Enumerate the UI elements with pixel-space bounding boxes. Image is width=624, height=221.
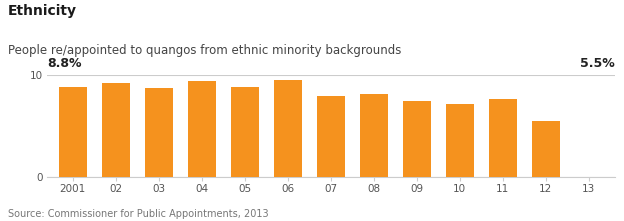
Text: Source: Commissioner for Public Appointments, 2013: Source: Commissioner for Public Appointm… bbox=[8, 209, 269, 219]
Text: Ethnicity: Ethnicity bbox=[8, 4, 77, 18]
Text: People re/appointed to quangos from ethnic minority backgrounds: People re/appointed to quangos from ethn… bbox=[8, 44, 401, 57]
Bar bbox=[402, 101, 431, 177]
Bar bbox=[59, 87, 87, 177]
Bar bbox=[446, 104, 474, 177]
Bar bbox=[360, 94, 388, 177]
Bar bbox=[188, 81, 216, 177]
Text: 5.5%: 5.5% bbox=[580, 57, 615, 70]
Bar bbox=[102, 83, 130, 177]
Bar bbox=[489, 99, 517, 177]
Text: 8.8%: 8.8% bbox=[47, 57, 81, 70]
Bar bbox=[274, 80, 301, 177]
Bar bbox=[532, 121, 560, 177]
Bar bbox=[231, 87, 259, 177]
Bar bbox=[145, 88, 173, 177]
Bar bbox=[317, 97, 344, 177]
